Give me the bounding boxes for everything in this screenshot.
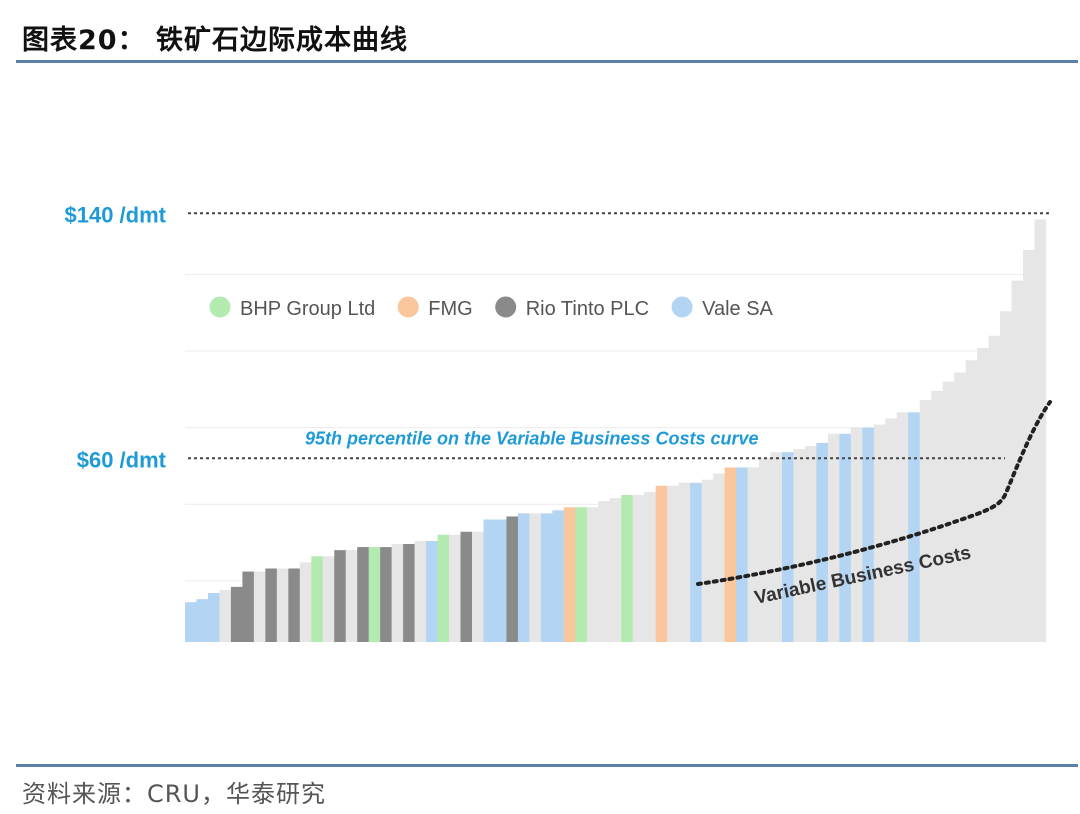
cost-bar <box>759 458 771 642</box>
cost-bar <box>678 482 691 642</box>
cost-bar <box>954 372 966 642</box>
cost-bar <box>322 556 335 642</box>
variable-costs-curve <box>696 400 1052 586</box>
cost-bar <box>380 547 392 642</box>
cost-bar <box>931 390 943 643</box>
cost-bar <box>552 510 565 642</box>
cost-bar <box>919 400 932 642</box>
cost-bar <box>873 424 886 642</box>
cost-bar <box>299 562 312 643</box>
reference-label: $140 /dmt <box>65 202 167 227</box>
cost-bar <box>1000 311 1012 642</box>
cost-bar <box>368 547 381 642</box>
cost-bar <box>529 513 542 643</box>
cost-bar <box>276 568 289 642</box>
reference-label: $60 /dmt <box>77 447 167 472</box>
cost-bar <box>862 427 875 643</box>
cost-bar <box>896 412 909 642</box>
cost-bar <box>449 534 461 642</box>
cost-bar <box>403 544 415 642</box>
cost-bar <box>472 531 484 642</box>
legend-label: Rio Tinto PLC <box>526 298 649 320</box>
cost-bar <box>437 534 450 642</box>
cost-bar <box>426 540 438 642</box>
cost-bar <box>839 433 852 642</box>
cost-bar <box>655 485 668 642</box>
legend-marker <box>670 295 694 319</box>
cost-bar <box>311 556 324 642</box>
cost-bar <box>609 498 622 642</box>
cost-bar <box>804 446 817 642</box>
cost-bar <box>196 599 209 643</box>
cost-bar <box>770 452 783 643</box>
figure-title: 图表20： 铁矿石边际成本曲线 <box>22 25 408 56</box>
legend-marker <box>494 295 518 319</box>
cost-bar <box>793 449 806 642</box>
cost-bar <box>185 602 197 642</box>
cost-bar <box>632 495 645 642</box>
cost-bar <box>736 467 748 642</box>
cost-bar <box>345 550 358 643</box>
cost-bar <box>713 473 725 642</box>
cost-bar <box>977 348 989 642</box>
legend-label: FMG <box>428 298 472 320</box>
cost-bar <box>988 335 1001 642</box>
cost-bar <box>701 479 714 642</box>
source-note: 资料来源：CRU，华泰研究 <box>22 780 326 808</box>
cost-bar <box>781 452 794 643</box>
cost-bar <box>598 501 611 643</box>
cost-bar <box>460 531 473 642</box>
cost-bar <box>334 550 347 643</box>
cost-bar <box>1034 219 1047 643</box>
cost-bar <box>942 381 955 642</box>
cost-bar <box>827 433 840 642</box>
cost-bar <box>506 516 519 642</box>
legend-marker <box>396 295 420 319</box>
cost-bar <box>265 568 278 642</box>
cost-bar <box>667 485 679 642</box>
cost-bar <box>540 513 553 643</box>
top-divider <box>16 60 1078 63</box>
cost-bar <box>357 547 369 642</box>
cost-bar <box>517 513 530 643</box>
cost-bar <box>816 442 829 642</box>
cost-bar <box>563 507 576 642</box>
cost-bar <box>575 507 588 642</box>
legend-marker <box>208 295 232 319</box>
cost-bar <box>391 544 404 642</box>
cost-bar <box>586 507 599 642</box>
cost-bar <box>483 519 496 642</box>
cost-bar <box>965 360 978 642</box>
cost-bar <box>230 586 243 643</box>
cost-bar <box>219 589 232 642</box>
cost-bar <box>908 412 921 642</box>
cost-bar <box>1011 280 1024 643</box>
cost-bar <box>494 519 507 642</box>
cost-bar <box>1023 250 1035 642</box>
cost-bar <box>288 568 301 642</box>
cost-bar <box>747 467 760 642</box>
cost-bar <box>644 491 656 642</box>
bottom-divider <box>16 764 1078 767</box>
cost-bar <box>690 482 702 642</box>
legend-label: BHP Group Ltd <box>240 298 375 320</box>
percentile-annotation: 95th percentile on the Variable Business… <box>305 428 759 448</box>
cost-bar <box>850 427 863 643</box>
cost-bar <box>242 571 255 642</box>
cost-bar <box>621 495 634 642</box>
cost-bar <box>253 571 266 642</box>
cost-bar <box>724 467 737 642</box>
legend-label: Vale SA <box>702 298 773 320</box>
cost-bar <box>885 418 898 642</box>
cost-bar <box>414 540 427 642</box>
cost-bar <box>207 593 220 642</box>
